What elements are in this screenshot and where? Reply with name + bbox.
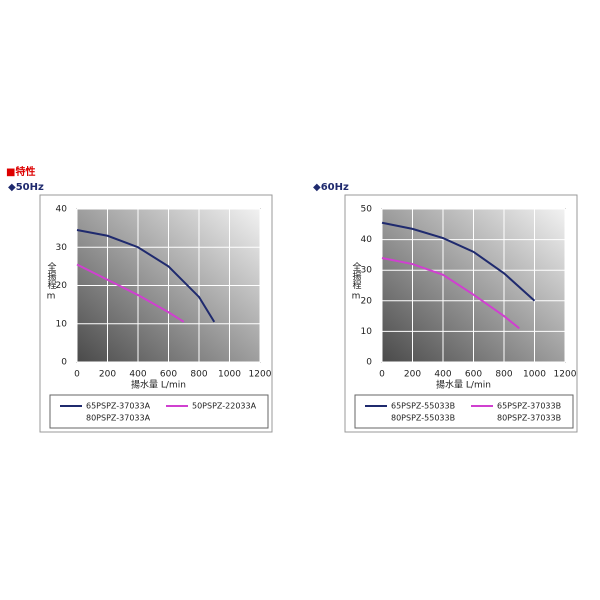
x-tick-label: 1200 <box>554 370 577 380</box>
legend-label: 80PSPZ-37033B <box>497 414 561 423</box>
x-tick-label: 600 <box>160 370 177 380</box>
x-tick-label: 0 <box>74 370 80 380</box>
y-tick-label: 10 <box>56 319 68 329</box>
legend-label: 80PSPZ-37033A <box>86 414 151 423</box>
y-tick-label: 10 <box>361 327 373 337</box>
x-tick-label: 800 <box>495 370 512 380</box>
x-tick-label: 600 <box>465 370 482 380</box>
chart-title: ◆50Hz <box>8 182 44 193</box>
x-tick-label: 400 <box>129 370 146 380</box>
x-axis-label: 揚水量 L/min <box>131 379 186 391</box>
y-tick-label: 20 <box>56 281 68 291</box>
legend-label: 65PSPZ-37033A <box>86 402 151 411</box>
x-tick-label: 0 <box>379 370 385 380</box>
y-tick-label: 30 <box>56 243 68 253</box>
series-line <box>381 256 520 330</box>
x-tick-label: 1000 <box>523 370 546 380</box>
legend-label: 80PSPZ-55033B <box>391 414 455 423</box>
y-tick-label: 40 <box>361 235 373 245</box>
y-tick-label: 20 <box>361 296 373 306</box>
x-tick-label: 800 <box>190 370 207 380</box>
y-axis-label: 全揚程 <box>46 261 57 290</box>
y-tick-label: 30 <box>361 266 373 276</box>
x-tick-label: 1000 <box>218 370 241 380</box>
legend-label: 65PSPZ-55033B <box>391 402 455 411</box>
x-tick-label: 200 <box>99 370 116 380</box>
section-title: ■特性 <box>6 165 35 178</box>
y-tick-label: 50 <box>361 205 373 215</box>
y-tick-label: 40 <box>56 205 68 215</box>
legend-box <box>354 394 574 429</box>
series-line <box>76 229 216 323</box>
y-axis-unit: m <box>47 292 56 302</box>
series-line <box>76 263 185 323</box>
legend-box <box>49 394 269 429</box>
y-tick-label: 0 <box>61 358 67 368</box>
y-tick-label: 0 <box>366 358 372 368</box>
y-axis-label: 全揚程 <box>351 261 362 290</box>
legend-label: 65PSPZ-37033B <box>497 402 561 411</box>
legend-label: 50PSPZ-22033A <box>192 402 257 411</box>
chart-title: ◆60Hz <box>313 182 349 193</box>
series-line <box>381 221 536 302</box>
x-tick-label: 200 <box>404 370 421 380</box>
x-tick-label: 1200 <box>249 370 272 380</box>
x-tick-label: 400 <box>434 370 451 380</box>
y-axis-unit: m <box>352 292 361 302</box>
x-axis-label: 揚水量 L/min <box>436 379 491 391</box>
